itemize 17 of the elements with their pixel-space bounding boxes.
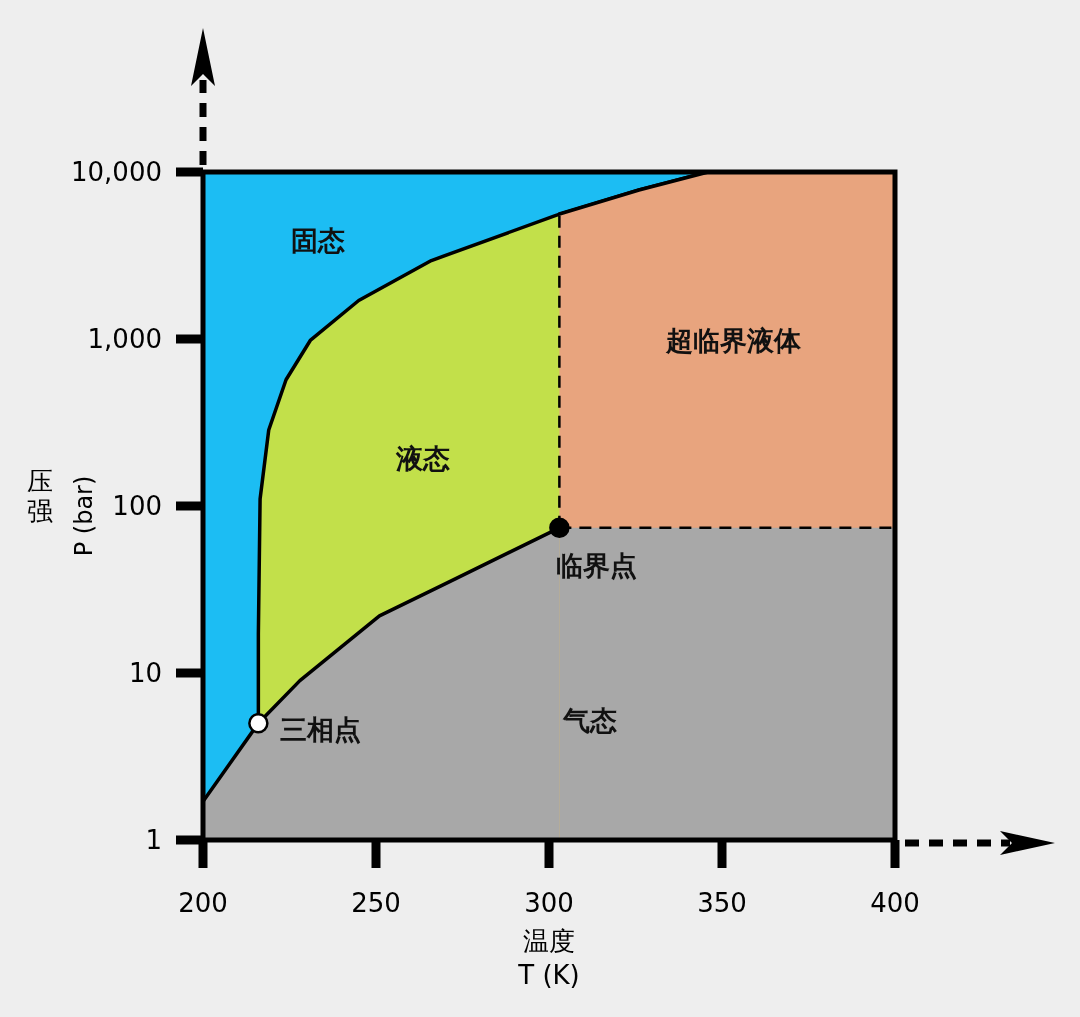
y-tick-label: 1 — [145, 825, 162, 855]
y-tick-label: 10,000 — [71, 157, 162, 187]
annotation: 超临界液体 — [664, 324, 802, 356]
x-axis-title: 温度 T (K) — [517, 926, 580, 990]
x-tick-label: 250 — [351, 888, 401, 918]
annotation: 三相点 — [280, 713, 362, 745]
annotation: 临界点 — [556, 550, 638, 582]
annotation: 液态 — [395, 442, 450, 474]
annotation: 固态 — [291, 224, 345, 256]
annotation: 气态 — [562, 704, 617, 736]
x-tick-label: 350 — [697, 888, 747, 918]
x-tick-label: 200 — [178, 888, 228, 918]
x-tick-label: 300 — [524, 888, 574, 918]
y-tick-label: 10 — [128, 658, 162, 688]
x-tick-label: 400 — [870, 888, 920, 918]
y-tick-label: 1,000 — [87, 324, 162, 354]
y-tick-label: 100 — [112, 491, 162, 521]
